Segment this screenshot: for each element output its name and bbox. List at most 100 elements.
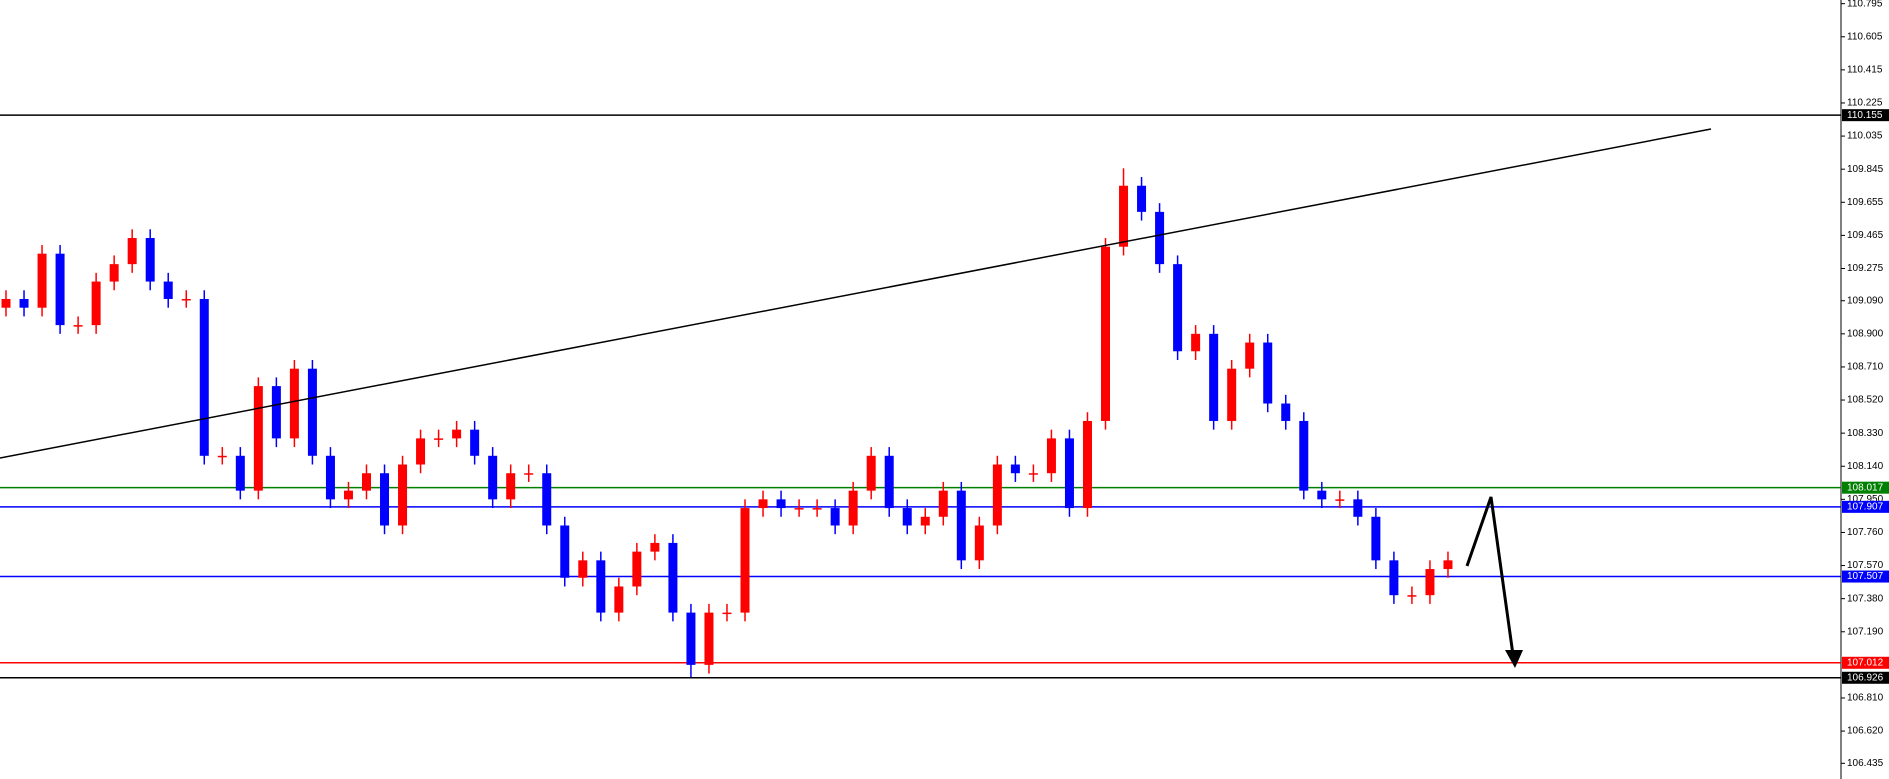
candle-body (1064, 438, 1074, 509)
candle-body (740, 508, 750, 613)
candle-body (776, 499, 786, 509)
y-tick-label: 110.415 (1847, 65, 1883, 76)
candle-body (1173, 264, 1183, 352)
level-label: 107.507 (1847, 571, 1884, 582)
candle-body (758, 499, 768, 509)
level-label: 108.017 (1847, 482, 1884, 493)
level-label: 110.155 (1847, 110, 1883, 121)
candle-body (830, 508, 840, 526)
y-tick-label: 109.655 (1847, 197, 1884, 208)
y-tick-label: 109.845 (1847, 164, 1884, 175)
arrow-head (1505, 650, 1523, 668)
candle-body (235, 455, 245, 491)
forecast-arrow (1465, 496, 1516, 663)
candle-body (163, 281, 173, 299)
y-tick-label: 110.035 (1847, 131, 1883, 142)
candle-body (343, 490, 353, 500)
candle-body (1101, 246, 1111, 421)
level-label-box (1842, 570, 1889, 583)
candle-body (902, 508, 912, 526)
candle-body (127, 238, 137, 265)
y-tick-label: 106.620 (1847, 726, 1884, 737)
candle-body (470, 429, 480, 456)
candle-body (1227, 368, 1237, 421)
candle-body (596, 560, 606, 613)
candle-body (181, 298, 191, 301)
candles (1, 168, 1453, 678)
candle-body (1137, 185, 1147, 212)
candle-body (253, 386, 263, 491)
candle-body (506, 473, 516, 500)
y-tick-label: 107.380 (1847, 593, 1884, 604)
candle-body (434, 438, 444, 440)
candle-body (361, 473, 371, 491)
candle-body (398, 464, 408, 526)
level-label: 107.907 (1847, 501, 1884, 512)
candle-body (380, 473, 390, 526)
y-tick-label: 106.435 (1847, 758, 1884, 769)
candle-body (1281, 403, 1291, 421)
y-tick-label: 108.710 (1847, 362, 1884, 373)
candle-body (1407, 595, 1417, 597)
candle-body (55, 253, 65, 326)
candle-body (632, 551, 642, 587)
candle-body (650, 542, 660, 552)
candle-body (1389, 560, 1399, 596)
y-tick-label: 110.225 (1847, 98, 1883, 109)
y-tick-label: 108.140 (1847, 461, 1884, 472)
candle-body (289, 368, 299, 439)
candle-body (920, 516, 930, 526)
y-tick-label: 109.465 (1847, 230, 1884, 241)
candle-body (73, 325, 83, 327)
candle-body (974, 525, 984, 561)
candle-body (19, 298, 29, 308)
candle-body (199, 298, 209, 456)
candle-body (271, 386, 281, 439)
y-tick-label: 109.275 (1847, 263, 1884, 274)
level-label-box (1842, 656, 1889, 669)
candle-body (1335, 499, 1345, 501)
candle-body (992, 464, 1002, 526)
candle-body (109, 264, 119, 282)
y-tick-label: 108.900 (1847, 328, 1884, 339)
candle-body (307, 368, 317, 456)
candle-body (722, 612, 732, 615)
candle-body (812, 508, 822, 510)
candle-body (884, 455, 894, 509)
y-tick-label: 110.605 (1847, 31, 1883, 42)
candle-body (848, 490, 858, 526)
candle-body (704, 612, 714, 665)
y-tick-label: 106.810 (1847, 693, 1884, 704)
candle-body (1119, 185, 1129, 247)
candle-body (145, 238, 155, 282)
y-tick-label: 110.795 (1847, 0, 1883, 9)
candle-body (488, 455, 498, 500)
candle-body (578, 560, 588, 578)
candle-body (794, 508, 804, 510)
candle-body (1, 298, 11, 308)
candle-body (938, 490, 948, 517)
trend-line (0, 128, 1712, 459)
levels (0, 114, 1841, 679)
candle-body (1209, 333, 1219, 421)
candle-body (1353, 499, 1363, 517)
candle-body (1299, 420, 1309, 491)
candle-body (956, 490, 966, 561)
candle-body (416, 438, 426, 465)
candle-body (91, 281, 101, 326)
y-tick-label: 108.330 (1847, 428, 1884, 439)
candle-body (1028, 473, 1038, 475)
candle-body (1317, 490, 1327, 500)
candle-body (1191, 333, 1201, 352)
candle-body (1263, 342, 1273, 404)
candle-body (1046, 438, 1056, 474)
candle-body (686, 612, 696, 665)
candle-body (1155, 211, 1165, 265)
candle-body (37, 253, 47, 308)
y-tick-label: 109.090 (1847, 295, 1884, 306)
candle-body (217, 455, 227, 458)
level-label-box (1842, 109, 1889, 122)
candle-body (1010, 464, 1020, 474)
